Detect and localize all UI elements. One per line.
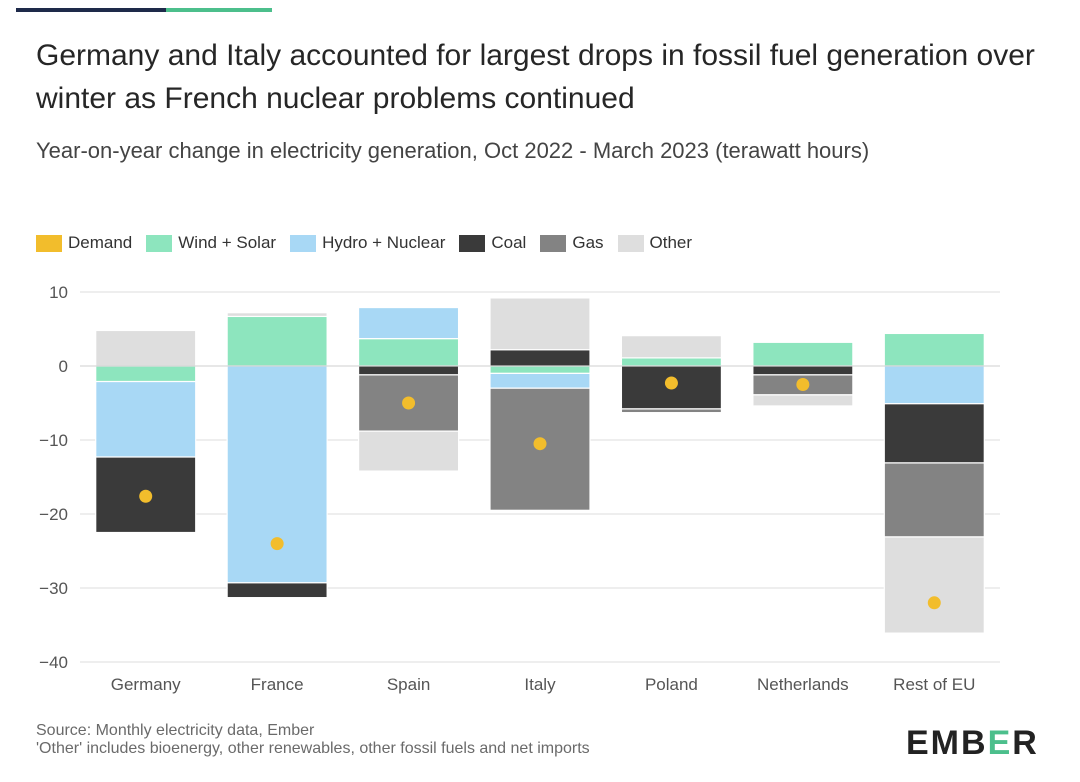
x-category-label: Italy [524,675,556,694]
bar-segment-hydro-nuclear [883,365,985,405]
source-note: Source: Monthly electricity data, Ember … [36,722,590,758]
legend-label-hydro-nuclear: Hydro + Nuclear [322,233,446,252]
y-tick-label: −40 [39,653,68,672]
legend-swatch-demand [36,234,62,252]
demand-marker [270,537,284,551]
top-accent-green [166,8,272,12]
bar-segment-coal [357,365,460,376]
bar-segment-coal [95,456,197,534]
legend-label-other: Other [649,233,693,252]
x-category-label: Rest of EU [893,675,975,694]
bar-segment-wind-solar [95,365,197,383]
demand-marker [402,396,416,410]
bar-segment-other [95,329,197,367]
stacked-bar-chart: 10 0 −10 −20 −30 −40 Germany France Spain Italy Po… [39,283,1000,694]
bar-segment-hydro-nuclear [95,380,197,458]
bar-segment-wind-solar [620,357,723,367]
bar-segment-hydro-nuclear [489,372,591,389]
legend-item-gas: Gas [540,233,604,253]
legend-label-gas: Gas [572,233,604,252]
demand-marker [796,378,810,391]
y-tick-label: −20 [39,505,68,524]
legend-swatch-other [617,234,644,252]
bar-segment-gas [620,408,723,414]
bar-segment-wind-solar [489,365,591,375]
logo-part-right: R [1012,724,1039,762]
bar-segment-coal [489,349,591,367]
ember-logo: EMBER [906,724,1039,762]
bar-segment-wind-solar [752,341,854,367]
y-tick-label: −10 [39,431,68,450]
demand-marker [664,376,678,390]
bar-segment-other [752,394,854,407]
x-category-label: Netherlands [757,675,849,694]
y-tick-label: 0 [59,357,68,376]
chart-legend: Demand Wind + Solar Hydro + Nuclear Coal… [36,232,706,254]
bar-segment-other [620,335,723,359]
logo-part-mid: E [987,724,1013,762]
legend-label-demand: Demand [68,233,133,252]
bar-segment-other [357,430,460,472]
bar-segment-coal [226,582,328,599]
legend-item-hydro-nuclear: Hydro + Nuclear [290,233,445,253]
demand-marker [927,596,941,610]
bar-segment-other [489,297,591,351]
x-category-label: Poland [645,675,698,694]
legend-swatch-hydro-nuclear [290,234,317,252]
legend-label-wind-solar: Wind + Solar [178,233,277,252]
bar-segment-wind-solar [226,315,328,367]
x-category-label: France [251,675,304,694]
chart-title: Germany and Italy accounted for largest … [36,39,1035,115]
y-tick-label: −30 [39,579,68,598]
legend-label-coal: Coal [491,233,527,252]
legend-swatch-coal [459,234,486,252]
other-definition-note: 'Other' includes bioenergy, other renewa… [36,740,590,757]
top-accent-bar [16,8,272,12]
legend-item-other: Other [617,233,693,253]
demand-marker [139,489,153,503]
bar-segment-coal [752,365,854,376]
legend-item-demand: Demand [36,233,132,253]
logo-part-left: EMB [906,724,988,762]
legend-swatch-wind-solar [146,234,173,252]
bar-segment-hydro-nuclear [226,365,328,584]
chart-subtitle: Year-on-year change in electricity gener… [36,138,870,163]
legend-item-coal: Coal [459,233,526,253]
bar-segment-wind-solar [883,332,985,367]
bar-segment-coal [883,403,985,464]
source-line: Source: Monthly electricity data, Ember [36,722,315,739]
bar-segment-hydro-nuclear [357,306,460,340]
top-accent-dark [16,8,166,12]
demand-marker [533,437,547,451]
bar-segment-gas [883,462,985,538]
bar-segment-wind-solar [357,338,460,367]
bar-segment-other [883,536,985,634]
bar-segment-other [226,312,328,318]
y-tick-label: 10 [49,283,68,302]
x-category-label: Germany [111,675,181,694]
legend-swatch-gas [540,234,567,252]
legend-item-wind-solar: Wind + Solar [146,233,276,253]
x-category-label: Spain [387,675,430,694]
